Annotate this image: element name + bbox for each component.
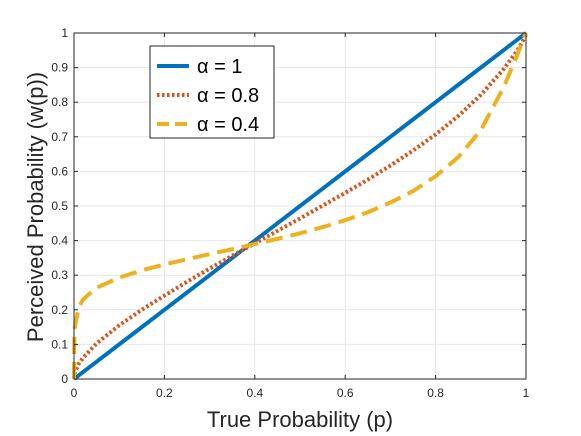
y-tick-label: 0.8 <box>51 95 68 109</box>
legend-label-1: α = 1 <box>197 56 242 78</box>
y-tick-label: 0.4 <box>51 234 68 248</box>
series-line-3 <box>72 32 528 380</box>
y-axis-label: Perceived Probability (w(p)) <box>23 72 48 342</box>
y-tick-label: 1 <box>61 26 68 40</box>
y-tick-label: 0.2 <box>51 303 68 317</box>
x-tick-label: 0.6 <box>337 386 354 400</box>
series-layer <box>72 31 528 381</box>
series-line-2 <box>72 32 528 380</box>
y-tick-label: 0.5 <box>51 199 68 213</box>
legend-label-3: α = 0.4 <box>197 114 259 136</box>
y-tick-label: 0 <box>61 372 68 386</box>
y-tick-label: 0.7 <box>51 130 68 144</box>
legend-box <box>149 45 275 139</box>
x-tick-label: 0 <box>71 386 78 400</box>
x-tick-label: 1 <box>523 386 530 400</box>
x-tick-label: 0.4 <box>246 386 263 400</box>
ticks <box>73 32 527 380</box>
legend: α = 1 α = 0.8 α = 0.4 <box>149 45 275 139</box>
x-axis-label: True Probability (p) <box>207 407 393 432</box>
tick-labels: 0 0.2 0.4 0.6 0.8 1 0 0.1 0.2 0.3 0.4 0.5 0.6 0.7 0.8 0… <box>51 26 529 400</box>
y-tick-label: 0.6 <box>51 164 68 178</box>
x-tick-label: 0.2 <box>156 386 173 400</box>
y-tick-label: 0.3 <box>51 268 68 282</box>
series-line-1 <box>72 31 528 381</box>
x-tick-label: 0.8 <box>427 386 444 400</box>
y-tick-label: 0.1 <box>51 337 68 351</box>
legend-label-2: α = 0.8 <box>197 85 259 107</box>
y-tick-label: 0.9 <box>51 61 68 75</box>
